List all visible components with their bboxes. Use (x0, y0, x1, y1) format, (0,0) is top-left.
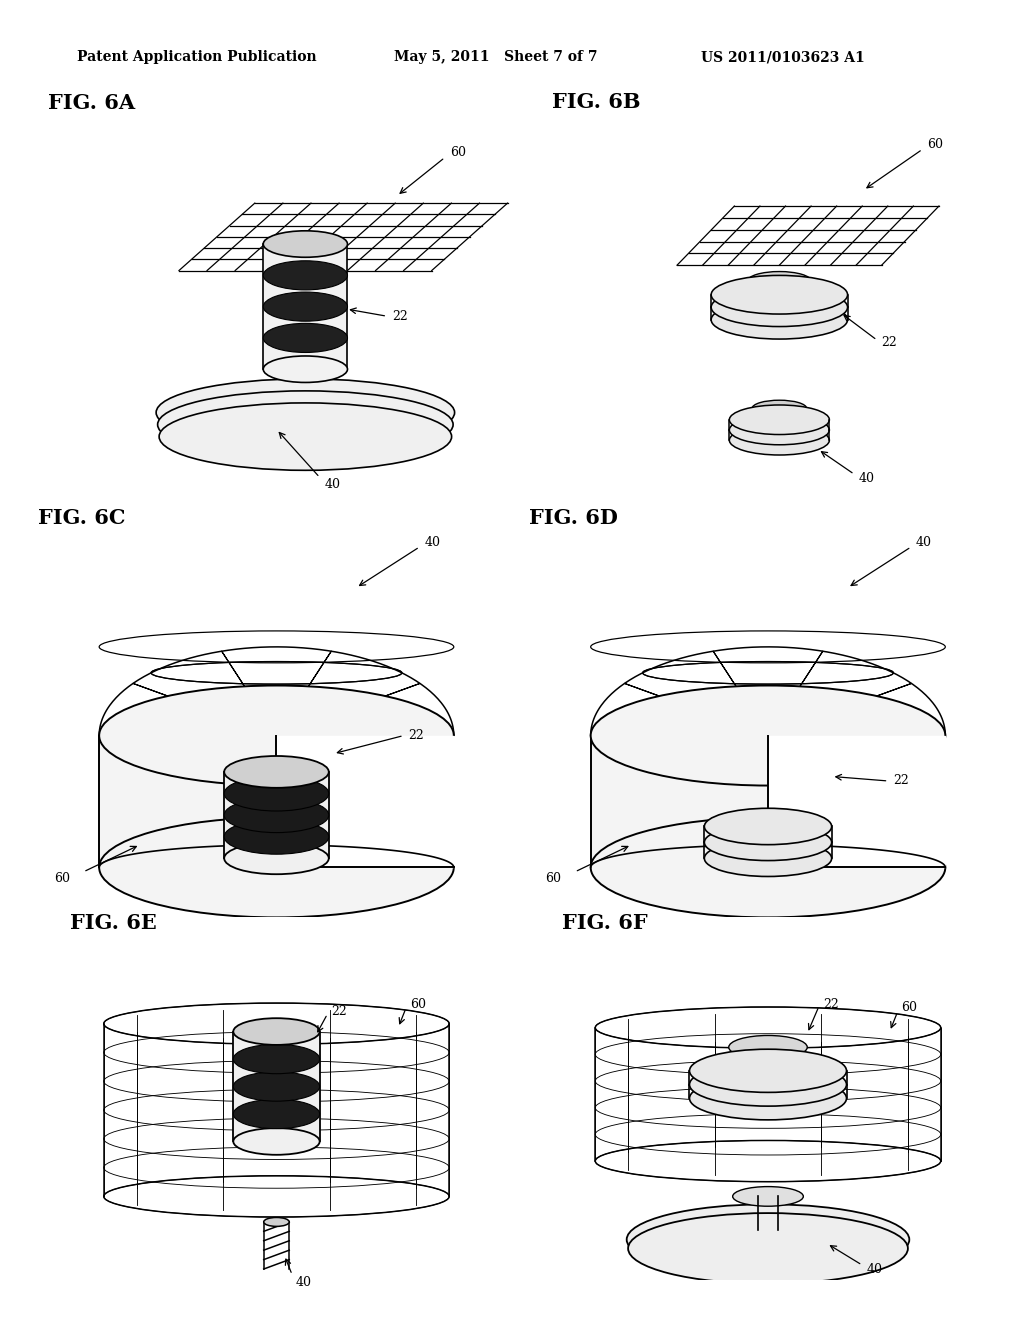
Text: FIG. 6B: FIG. 6B (552, 92, 641, 112)
Ellipse shape (233, 1018, 319, 1045)
Ellipse shape (224, 842, 329, 874)
Ellipse shape (156, 379, 455, 446)
Ellipse shape (591, 817, 945, 917)
Ellipse shape (233, 1044, 319, 1073)
Ellipse shape (591, 685, 945, 785)
Text: 60: 60 (545, 873, 561, 886)
Text: May 5, 2011   Sheet 7 of 7: May 5, 2011 Sheet 7 of 7 (394, 50, 598, 65)
Text: 60: 60 (53, 873, 70, 886)
Ellipse shape (264, 1217, 289, 1226)
Ellipse shape (263, 356, 347, 383)
Ellipse shape (224, 776, 329, 810)
Ellipse shape (711, 301, 848, 339)
Text: 60: 60 (410, 998, 426, 1011)
Text: 60: 60 (927, 139, 943, 152)
Text: 40: 40 (866, 1262, 882, 1275)
Ellipse shape (729, 425, 829, 455)
Ellipse shape (689, 1077, 847, 1119)
Ellipse shape (729, 416, 829, 445)
Text: FIG. 6E: FIG. 6E (71, 913, 157, 933)
Bar (224, 772, 329, 858)
Text: 40: 40 (859, 473, 874, 486)
Ellipse shape (263, 261, 347, 290)
Ellipse shape (705, 840, 831, 876)
Text: 60: 60 (450, 147, 466, 160)
Ellipse shape (711, 276, 848, 314)
Text: FIG. 6C: FIG. 6C (38, 508, 125, 528)
Ellipse shape (729, 405, 829, 434)
Ellipse shape (627, 1204, 909, 1275)
Text: 22: 22 (409, 729, 424, 742)
Ellipse shape (628, 1213, 908, 1284)
Bar (263, 244, 347, 370)
Text: US 2011/0103623 A1: US 2011/0103623 A1 (701, 50, 865, 65)
Ellipse shape (748, 272, 811, 290)
Ellipse shape (233, 1129, 319, 1155)
Ellipse shape (99, 685, 454, 785)
Text: 22: 22 (332, 1006, 347, 1019)
Text: FIG. 6A: FIG. 6A (48, 94, 135, 114)
Ellipse shape (99, 817, 454, 917)
Text: 40: 40 (296, 1276, 312, 1290)
Text: Patent Application Publication: Patent Application Publication (77, 50, 316, 65)
Ellipse shape (224, 820, 329, 854)
Ellipse shape (233, 1072, 319, 1101)
Ellipse shape (729, 1035, 807, 1059)
Text: 22: 22 (882, 337, 897, 348)
Ellipse shape (711, 288, 848, 326)
Text: 60: 60 (901, 1002, 918, 1015)
Text: FIG. 6F: FIG. 6F (562, 913, 647, 933)
Ellipse shape (689, 1049, 847, 1093)
Ellipse shape (233, 1100, 319, 1129)
Text: 22: 22 (893, 775, 908, 788)
Text: 40: 40 (915, 536, 932, 549)
Ellipse shape (705, 808, 831, 845)
Ellipse shape (224, 756, 329, 788)
Ellipse shape (158, 391, 453, 458)
Ellipse shape (263, 231, 347, 257)
Bar (99, 735, 454, 867)
Polygon shape (276, 735, 454, 867)
Text: 40: 40 (325, 478, 341, 491)
Text: 22: 22 (392, 310, 408, 323)
Bar (233, 1031, 319, 1142)
Text: 22: 22 (823, 998, 839, 1011)
Text: FIG. 6D: FIG. 6D (529, 508, 618, 528)
Ellipse shape (159, 403, 452, 470)
Ellipse shape (689, 1063, 847, 1106)
Polygon shape (768, 735, 945, 867)
Ellipse shape (733, 1187, 803, 1206)
Ellipse shape (705, 824, 831, 861)
Bar (591, 735, 945, 867)
Ellipse shape (752, 400, 807, 417)
Ellipse shape (224, 797, 329, 833)
Ellipse shape (263, 292, 347, 321)
Text: 40: 40 (424, 536, 440, 549)
Ellipse shape (263, 323, 347, 352)
